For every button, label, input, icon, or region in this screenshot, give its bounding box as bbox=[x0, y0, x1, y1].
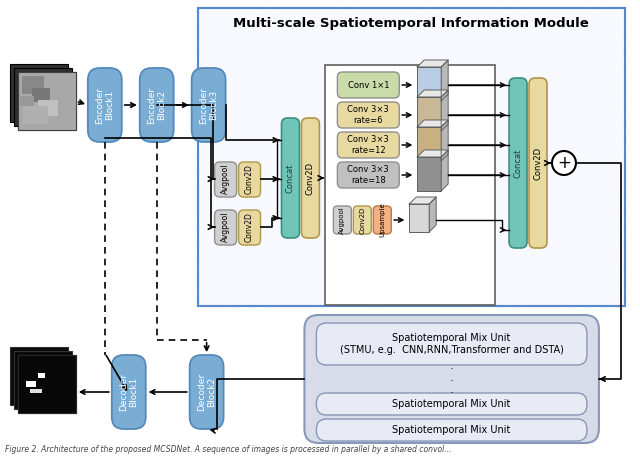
FancyBboxPatch shape bbox=[337, 162, 399, 188]
Text: Conv2D: Conv2D bbox=[359, 207, 365, 234]
Polygon shape bbox=[417, 150, 448, 157]
Polygon shape bbox=[441, 150, 448, 191]
FancyBboxPatch shape bbox=[189, 355, 223, 429]
Bar bbox=[198, 8, 625, 306]
Text: Conv2D: Conv2D bbox=[534, 146, 543, 180]
Text: Upsample: Upsample bbox=[380, 202, 385, 237]
FancyBboxPatch shape bbox=[316, 419, 587, 441]
FancyBboxPatch shape bbox=[316, 393, 587, 415]
Text: Multi-scale Spatiotemporal Information Module: Multi-scale Spatiotemporal Information M… bbox=[234, 16, 589, 30]
FancyBboxPatch shape bbox=[316, 323, 587, 365]
Text: Conv 3×3
rate=6: Conv 3×3 rate=6 bbox=[348, 105, 389, 125]
Bar bbox=[30, 389, 42, 393]
Polygon shape bbox=[441, 60, 448, 101]
Text: ·
·
·: · · · bbox=[450, 364, 454, 398]
Bar bbox=[20, 96, 34, 106]
Bar bbox=[38, 373, 45, 378]
FancyBboxPatch shape bbox=[112, 355, 146, 429]
Bar bbox=[23, 106, 48, 124]
Bar bbox=[22, 76, 44, 94]
FancyBboxPatch shape bbox=[373, 206, 391, 234]
Text: Conv 3×3
rate=18: Conv 3×3 rate=18 bbox=[348, 165, 389, 185]
Bar bbox=[198, 8, 625, 306]
Bar bbox=[18, 72, 76, 130]
Text: Conv 3×3
rate=12: Conv 3×3 rate=12 bbox=[348, 135, 389, 155]
Bar bbox=[417, 97, 441, 131]
Bar bbox=[417, 157, 441, 191]
Text: Conv 1×1: Conv 1×1 bbox=[348, 80, 389, 90]
FancyBboxPatch shape bbox=[214, 162, 237, 197]
Bar bbox=[417, 67, 441, 101]
Text: Encoder
Block3: Encoder Block3 bbox=[199, 86, 218, 123]
Bar bbox=[18, 72, 76, 130]
Bar bbox=[409, 204, 429, 232]
Text: Concat: Concat bbox=[513, 149, 522, 178]
Polygon shape bbox=[441, 90, 448, 131]
Bar bbox=[417, 127, 441, 161]
FancyBboxPatch shape bbox=[191, 68, 225, 142]
FancyBboxPatch shape bbox=[337, 72, 399, 98]
Text: Decoder
Block1: Decoder Block1 bbox=[119, 373, 138, 411]
Bar bbox=[26, 381, 36, 387]
FancyBboxPatch shape bbox=[88, 68, 122, 142]
FancyBboxPatch shape bbox=[301, 118, 319, 238]
Bar bbox=[14, 68, 72, 126]
Text: Spatiotemporal Mix Unit
(STMU, e.g.  CNN,RNN,Transformer and DSTA): Spatiotemporal Mix Unit (STMU, e.g. CNN,… bbox=[340, 333, 564, 355]
Text: Avgpool: Avgpool bbox=[339, 206, 346, 234]
Text: Spatiotemporal Mix Unit: Spatiotemporal Mix Unit bbox=[392, 399, 511, 409]
FancyBboxPatch shape bbox=[353, 206, 371, 234]
FancyBboxPatch shape bbox=[239, 162, 260, 197]
Text: Avgpool: Avgpool bbox=[221, 212, 230, 242]
Circle shape bbox=[552, 151, 576, 175]
Text: Avgpool: Avgpool bbox=[221, 164, 230, 194]
Text: Encoder
Block2: Encoder Block2 bbox=[147, 86, 166, 123]
Text: Conv2D: Conv2D bbox=[245, 212, 254, 242]
Bar bbox=[14, 351, 72, 409]
Polygon shape bbox=[441, 120, 448, 161]
Text: +: + bbox=[557, 154, 571, 172]
FancyBboxPatch shape bbox=[337, 132, 399, 158]
Text: Concat: Concat bbox=[286, 163, 295, 193]
FancyBboxPatch shape bbox=[509, 78, 527, 248]
Polygon shape bbox=[409, 197, 436, 204]
FancyBboxPatch shape bbox=[239, 210, 260, 245]
Polygon shape bbox=[429, 197, 436, 232]
Bar bbox=[10, 347, 68, 405]
FancyBboxPatch shape bbox=[140, 68, 173, 142]
Bar bbox=[38, 100, 58, 116]
Polygon shape bbox=[417, 120, 448, 127]
Polygon shape bbox=[417, 90, 448, 97]
FancyBboxPatch shape bbox=[305, 315, 599, 443]
Text: Decoder
Block2: Decoder Block2 bbox=[197, 373, 216, 411]
FancyBboxPatch shape bbox=[529, 78, 547, 248]
Bar bbox=[32, 88, 50, 102]
Text: Figure 2. Architecture of the proposed MCSDNet. A sequence of images is processe: Figure 2. Architecture of the proposed M… bbox=[5, 446, 451, 455]
Text: Spatiotemporal Mix Unit: Spatiotemporal Mix Unit bbox=[392, 425, 511, 435]
Bar bbox=[18, 355, 76, 413]
FancyBboxPatch shape bbox=[337, 102, 399, 128]
FancyBboxPatch shape bbox=[282, 118, 300, 238]
Bar bbox=[18, 355, 76, 413]
FancyBboxPatch shape bbox=[333, 206, 351, 234]
Text: Conv2D: Conv2D bbox=[306, 161, 315, 195]
Bar bbox=[10, 64, 68, 122]
Text: Encoder
Block1: Encoder Block1 bbox=[95, 86, 115, 123]
Bar bbox=[325, 65, 495, 305]
Polygon shape bbox=[417, 60, 448, 67]
Text: Conv2D: Conv2D bbox=[245, 164, 254, 194]
FancyBboxPatch shape bbox=[214, 210, 237, 245]
